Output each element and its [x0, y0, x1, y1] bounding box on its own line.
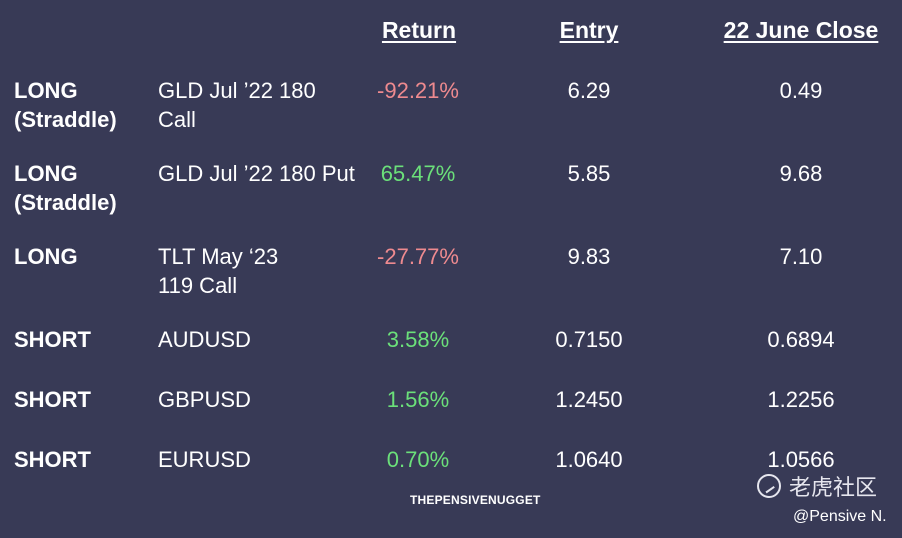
position-label: SHORT	[14, 387, 91, 412]
close-value: 9.68	[779, 161, 823, 186]
return-value: 0.70%	[386, 447, 450, 472]
close-value: 1.2256	[767, 387, 835, 412]
position-label: LONG (Straddle)	[14, 78, 117, 132]
entry-value: 0.7150	[555, 327, 623, 352]
return-value: 3.58%	[386, 327, 450, 352]
header-close: 22 June Close	[723, 17, 879, 43]
return-value: -92.21%	[377, 78, 459, 103]
instrument-label: AUDUSD	[158, 327, 251, 352]
close-value: 0.6894	[767, 327, 835, 352]
footer-brand: THEPENSIVENUGGET	[410, 493, 541, 507]
position-label: LONG (Straddle)	[14, 161, 117, 215]
header-entry: Entry	[559, 17, 619, 43]
entry-value: 1.0640	[555, 447, 623, 472]
position-label: LONG	[14, 244, 78, 269]
return-value: -27.77%	[377, 244, 459, 269]
instrument-label: EURUSD	[158, 447, 251, 472]
entry-value: 9.83	[567, 244, 611, 269]
header-return: Return	[381, 17, 457, 43]
instrument-label: GLD Jul ’22 180 Call	[158, 78, 316, 132]
instrument-label: TLT May ‘23 119 Call	[158, 244, 279, 298]
watermark-logo-icon	[757, 474, 781, 498]
entry-value: 1.2450	[555, 387, 623, 412]
close-value: 7.10	[779, 244, 823, 269]
close-value: 1.0566	[767, 447, 835, 472]
close-value: 0.49	[779, 78, 823, 103]
entry-value: 5.85	[567, 161, 611, 186]
entry-value: 6.29	[567, 78, 611, 103]
instrument-label: GLD Jul ’22 180 Put	[158, 161, 355, 186]
author-handle: @Pensive N.	[793, 508, 887, 525]
position-label: SHORT	[14, 447, 91, 472]
instrument-label: GBPUSD	[158, 387, 251, 412]
watermark: 老虎社区	[757, 470, 877, 502]
return-value: 1.56%	[386, 387, 450, 412]
watermark-text: 老虎社区	[789, 475, 878, 500]
return-value: 65.47%	[380, 161, 456, 186]
position-label: SHORT	[14, 327, 91, 352]
